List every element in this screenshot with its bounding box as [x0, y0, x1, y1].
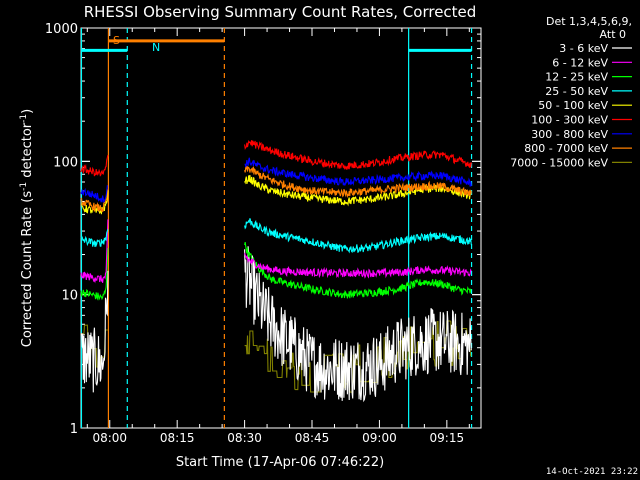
- legend-label: 300 - 800 keV: [531, 128, 608, 141]
- legend-label: 800 - 7000 keV: [524, 142, 608, 155]
- x-tick-label: 08:00: [92, 431, 127, 445]
- legend-label: 7000 - 15000 keV: [510, 156, 608, 169]
- x-axis-ticks: 08:00 08:15 08:30 08:45 09:00 09:15: [86, 28, 470, 445]
- series-line: [80, 246, 472, 403]
- legend-label: 100 - 300 keV: [531, 114, 608, 127]
- series-line: [80, 219, 472, 284]
- x-axis-label: Start Time (17-Apr-06 07:46:22): [176, 455, 384, 470]
- y-tick-label: 100: [53, 155, 78, 170]
- legend-label: 3 - 6 keV: [559, 42, 608, 55]
- series-line: [80, 157, 472, 203]
- footer-timestamp: 14-Oct-2021 23:22: [546, 467, 638, 477]
- series-line: [80, 165, 472, 213]
- x-tick-label: 08:30: [227, 431, 262, 445]
- legend-label: 12 - 25 keV: [545, 71, 608, 84]
- x-tick-label: 09:00: [362, 431, 397, 445]
- y-axis-label: Corrected Count Rate (s-1 detector-1): [19, 109, 35, 347]
- legend-label: 6 - 12 keV: [552, 56, 608, 69]
- x-tick-label: 09:15: [430, 431, 465, 445]
- vertical-markers: [80, 28, 473, 428]
- legend-label: 50 - 100 keV: [538, 99, 608, 112]
- legend-label: 25 - 50 keV: [545, 85, 608, 98]
- x-tick-label: 08:15: [160, 431, 195, 445]
- legend-header-2: Att 0: [600, 28, 626, 41]
- series-line: [80, 139, 472, 177]
- series-line: [80, 241, 472, 301]
- y-tick-label: 1: [70, 422, 78, 437]
- y-tick-label: 10: [61, 289, 78, 304]
- plot-frame: [80, 27, 482, 429]
- series-line: [80, 218, 472, 254]
- y-tick-label: 1000: [45, 22, 78, 37]
- chart-title: RHESSI Observing Summary Count Rates, Co…: [84, 3, 477, 21]
- legend-header-1: Det 1,3,4,5,6,9,: [546, 15, 632, 28]
- series-layer: [80, 139, 472, 403]
- annotation-n: N: [152, 41, 160, 54]
- annotation-s: S: [113, 34, 120, 47]
- x-tick-label: 08:45: [295, 431, 330, 445]
- y-axis-ticks: 1 10 100 1000: [45, 22, 481, 437]
- flag-bars: [81, 39, 472, 52]
